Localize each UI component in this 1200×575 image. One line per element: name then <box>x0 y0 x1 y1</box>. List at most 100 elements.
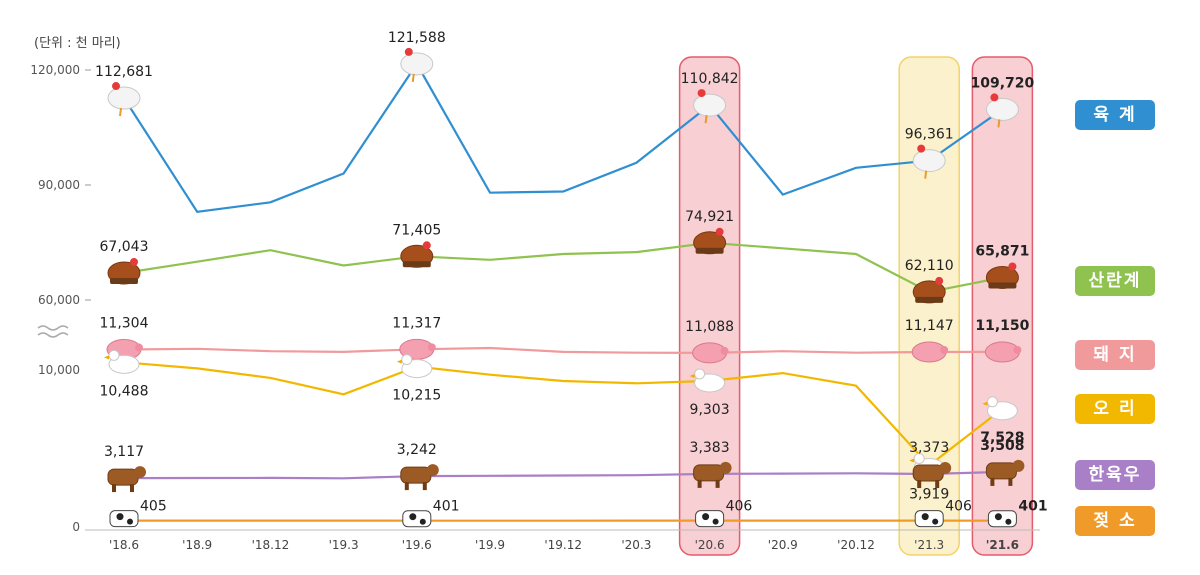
x-tick-label: '18.12 <box>252 538 290 552</box>
cow-leg-icon <box>130 484 134 493</box>
data-label-layer: 67,043 <box>100 239 149 255</box>
cow-leg-icon <box>112 484 116 493</box>
cow-leg-icon <box>935 480 940 489</box>
highlight-column <box>898 56 960 556</box>
data-label-hanwoo: 3,508 <box>980 438 1024 454</box>
axis-break-mark <box>37 325 69 331</box>
data-label-hanwoo: 3,373 <box>909 440 949 456</box>
chicken-icon <box>400 52 434 76</box>
dairy-cow-icon <box>987 510 1017 528</box>
data-label-duck: 10,488 <box>100 383 149 399</box>
chicken-comb-icon <box>990 93 999 102</box>
data-label-hanwoo: 3,242 <box>397 442 437 458</box>
x-tick-label: '20.12 <box>837 538 875 552</box>
nest-icon <box>915 296 944 303</box>
x-tick-label: '19.6 <box>402 538 432 552</box>
duck-head-icon <box>401 354 413 366</box>
x-tick-label: '19.12 <box>544 538 582 552</box>
dairy-cow-spot-icon <box>409 513 417 521</box>
data-label-hanwoo: 3,383 <box>690 440 730 456</box>
data-label-dairy: 406 <box>726 499 753 515</box>
data-label-dairy: 401 <box>1018 499 1047 515</box>
dairy-cow-spot-icon <box>116 513 124 521</box>
data-label-broiler: 110,842 <box>681 71 739 87</box>
duck-beak-icon <box>909 458 915 463</box>
hen-comb-icon <box>935 276 944 285</box>
nest-icon <box>110 278 138 285</box>
highlight-columns <box>678 56 1034 556</box>
data-label-layer: 62,110 <box>905 258 954 274</box>
duck-beak-icon <box>396 359 402 364</box>
duck-head-icon <box>986 396 998 408</box>
series-line-pig <box>123 346 1003 355</box>
chicken-comb-icon <box>917 144 926 153</box>
data-label-broiler: 96,361 <box>905 127 954 143</box>
cow-head-icon <box>939 462 952 475</box>
chicken-icon <box>912 149 946 173</box>
unit-label: (단위 : 천 마리) <box>34 36 121 51</box>
data-label-dairy: 405 <box>140 499 167 515</box>
cow-leg-icon <box>715 479 720 488</box>
data-label-broiler: 121,588 <box>388 30 446 46</box>
hen-comb-icon <box>422 241 431 250</box>
x-tick-label: '20.3 <box>621 538 651 552</box>
duck-beak-icon <box>689 373 695 378</box>
series-line-duck <box>123 361 1004 467</box>
chicken-comb-icon <box>697 89 706 98</box>
legend-item-broiler: 육 계 <box>1075 100 1155 130</box>
cow-head-icon <box>134 466 146 479</box>
cow-icon <box>107 468 139 486</box>
data-label-dairy: 401 <box>433 499 460 515</box>
dairy-cow-icon <box>914 510 944 528</box>
axis-break-mark <box>37 332 69 338</box>
hen-comb-icon <box>130 258 138 267</box>
chicken-leg-icon <box>997 119 1001 128</box>
pig-snout-icon <box>427 343 436 352</box>
series-line-layer <box>123 241 1003 294</box>
chicken-leg-icon <box>119 107 122 117</box>
chicken-comb-icon <box>112 82 120 91</box>
data-labels: 112,681 121,588 110,842 96,361 109,720 67,043… <box>95 30 1048 515</box>
series-lines <box>123 61 1004 522</box>
duck-beak-icon <box>104 355 109 360</box>
data-label-dairy: 406 <box>945 499 972 515</box>
dairy-cow-spot-icon <box>702 513 710 521</box>
chicken-comb-icon <box>404 47 413 56</box>
dairy-cow-spot-icon <box>994 513 1002 521</box>
nest-icon <box>988 282 1017 289</box>
data-label-duck: 10,215 <box>392 388 441 404</box>
cow-icon <box>912 464 944 482</box>
series-line-hanwoo <box>123 470 1003 480</box>
x-tick-label: '21.3 <box>914 538 944 552</box>
y-tick-label: 120,000 <box>30 63 80 77</box>
pig-snout-icon <box>1013 345 1022 354</box>
pig-snout-icon <box>135 343 143 352</box>
chicken-icon <box>985 97 1019 121</box>
dairy-cow-spot-icon <box>932 518 939 525</box>
x-tick-label: '20.9 <box>768 538 798 552</box>
axes: 120,000 90,000 60,000 10,000 0 '18.6 '18.9 '18.… <box>30 63 1040 552</box>
x-tick-label: '18.9 <box>182 538 212 552</box>
cow-head-icon <box>426 464 439 477</box>
y-tick-label: 10,000 <box>38 363 80 377</box>
legend-item-pig: 돼 지 <box>1075 340 1155 370</box>
legend-item-dairy: 젖 소 <box>1075 506 1155 536</box>
y-tick-label: 0 <box>72 520 80 534</box>
data-label-layer: 65,871 <box>975 243 1029 259</box>
chicken-leg-icon <box>924 170 928 179</box>
data-label-layer: 74,921 <box>685 209 734 225</box>
x-tick-label: '18.6 <box>109 538 139 552</box>
dairy-cow-icon <box>109 510 139 528</box>
cow-leg-icon <box>1008 477 1013 486</box>
data-label-pig: 11,147 <box>905 318 954 334</box>
data-label-duck: 3,919 <box>909 486 949 502</box>
data-label-pig: 11,088 <box>685 319 734 335</box>
dairy-cow-spot-icon <box>127 518 133 525</box>
data-label-layer: 71,405 <box>392 222 441 238</box>
data-label-hanwoo: 3,117 <box>104 444 144 460</box>
duck-beak-icon <box>982 401 988 406</box>
chicken-leg-icon <box>411 73 415 83</box>
data-label-broiler: 109,720 <box>971 75 1035 91</box>
cow-icon <box>985 462 1017 480</box>
